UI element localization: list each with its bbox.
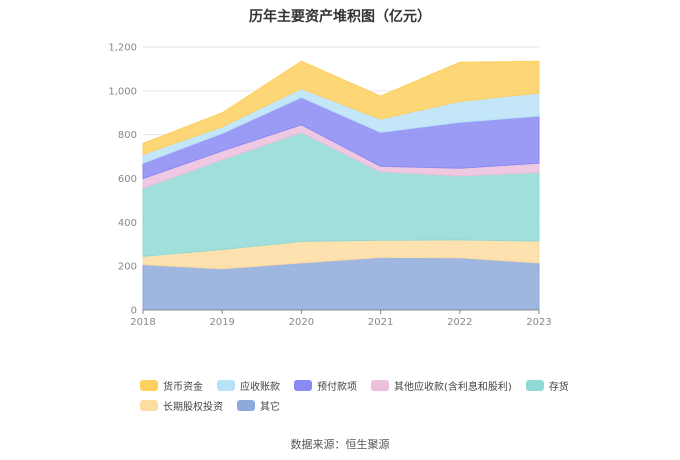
legend-label: 存货 <box>548 381 569 393</box>
legend-item[interactable]: 长期股权投资 <box>140 398 223 413</box>
chart-legend: 货币资金 应收账款 预付款项 其他应收款(含利息和股利) 存货长期股权投资 其它 <box>140 378 580 413</box>
y-tick-label: 1,200 <box>108 43 137 54</box>
legend-swatch <box>140 399 158 411</box>
x-tick-label: 2019 <box>209 317 234 328</box>
legend-label: 货币资金 <box>163 381 203 393</box>
legend-label: 应收账款 <box>240 381 280 393</box>
x-tick-label: 2018 <box>130 317 155 328</box>
y-tick-label: 0 <box>131 306 137 317</box>
legend-label: 其它 <box>260 401 280 413</box>
data-source: 数据来源：恒生聚源 <box>290 438 390 451</box>
legend-label: 长期股权投资 <box>163 401 223 413</box>
legend-swatch <box>237 399 255 411</box>
legend-item[interactable]: 货币资金 <box>140 378 203 393</box>
axes: 0 200 400 600 800 1,000 1,200 2018 2019 2020 2021 2… <box>108 43 551 329</box>
x-tick-label: 2023 <box>526 317 551 328</box>
y-tick-label: 200 <box>118 262 137 273</box>
x-tick-label: 2021 <box>368 317 393 328</box>
legend-item[interactable]: 预付款项 <box>294 378 357 393</box>
area-series <box>142 60 540 311</box>
legend-swatch <box>294 379 312 391</box>
x-tick-label: 2022 <box>447 317 472 328</box>
y-tick-label: 400 <box>118 218 137 229</box>
y-tick-label: 600 <box>118 174 137 185</box>
x-tick-label: 2020 <box>289 317 314 328</box>
legend-item[interactable]: 其它 <box>237 398 280 413</box>
legend-swatch <box>217 379 235 391</box>
legend-swatch <box>525 379 544 391</box>
legend-swatch <box>371 379 389 391</box>
area-series-货币资金 <box>142 60 540 156</box>
legend-swatch <box>140 379 158 391</box>
legend-label: 预付款项 <box>317 381 357 393</box>
legend-item[interactable]: 应收账款 <box>217 378 280 393</box>
legend-item[interactable]: 存货 <box>525 378 569 393</box>
y-tick-label: 1,000 <box>108 86 137 97</box>
legend-label: 其他应收款(含利息和股利) <box>394 381 512 393</box>
chart-title: 历年主要资产堆积图（亿元） <box>249 9 431 25</box>
legend-item[interactable]: 其他应收款(含利息和股利) <box>371 378 512 393</box>
y-tick-label: 800 <box>118 130 137 141</box>
